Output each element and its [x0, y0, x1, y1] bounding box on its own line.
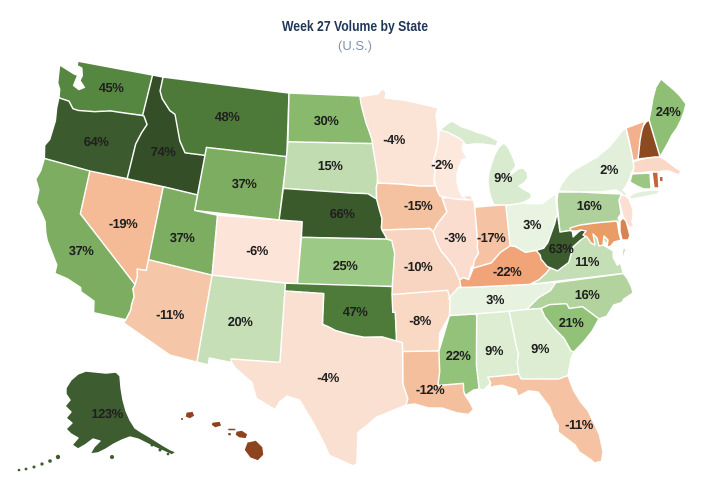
svg-text:20%: 20%	[228, 314, 253, 329]
svg-text:15%: 15%	[318, 158, 343, 173]
svg-text:64%: 64%	[84, 134, 109, 149]
svg-text:123%: 123%	[91, 406, 123, 421]
svg-text:11%: 11%	[575, 254, 600, 269]
svg-text:24%: 24%	[656, 104, 681, 119]
svg-text:(U.S.): (U.S.)	[338, 38, 372, 53]
svg-text:16%: 16%	[577, 198, 602, 213]
svg-text:-12%: -12%	[416, 382, 445, 397]
svg-text:-17%: -17%	[477, 230, 506, 245]
svg-text:-15%: -15%	[404, 198, 433, 213]
svg-text:74%: 74%	[151, 144, 176, 159]
svg-text:Week 27 Volume by State: Week 27 Volume by State	[282, 19, 428, 35]
svg-text:-19%: -19%	[109, 216, 138, 231]
svg-text:9%: 9%	[531, 341, 550, 356]
svg-text:66%: 66%	[330, 206, 355, 221]
svg-text:25%: 25%	[333, 258, 358, 273]
svg-text:-11%: -11%	[565, 417, 594, 432]
svg-text:-11%: -11%	[156, 307, 185, 322]
svg-text:47%: 47%	[343, 304, 368, 319]
svg-text:-8%: -8%	[409, 313, 432, 328]
svg-text:16%: 16%	[575, 287, 600, 302]
svg-text:37%: 37%	[170, 230, 195, 245]
svg-text:2%: 2%	[600, 162, 619, 177]
svg-text:48%: 48%	[215, 109, 240, 124]
svg-text:3%: 3%	[486, 292, 505, 307]
svg-text:30%: 30%	[314, 113, 339, 128]
svg-text:22%: 22%	[446, 348, 471, 363]
svg-text:9%: 9%	[485, 343, 504, 358]
svg-text:37%: 37%	[232, 176, 257, 191]
svg-text:-6%: -6%	[246, 243, 269, 258]
svg-text:-10%: -10%	[404, 259, 433, 274]
svg-text:63%: 63%	[549, 241, 574, 256]
svg-text:-4%: -4%	[317, 370, 340, 385]
svg-text:37%: 37%	[69, 243, 94, 258]
svg-text:-3%: -3%	[444, 230, 467, 245]
svg-text:-22%: -22%	[493, 264, 522, 279]
svg-text:-2%: -2%	[431, 157, 454, 172]
svg-text:9%: 9%	[494, 170, 513, 185]
svg-text:-4%: -4%	[383, 132, 406, 147]
svg-text:21%: 21%	[559, 315, 584, 330]
svg-text:3%: 3%	[523, 217, 542, 232]
svg-text:45%: 45%	[99, 80, 124, 95]
